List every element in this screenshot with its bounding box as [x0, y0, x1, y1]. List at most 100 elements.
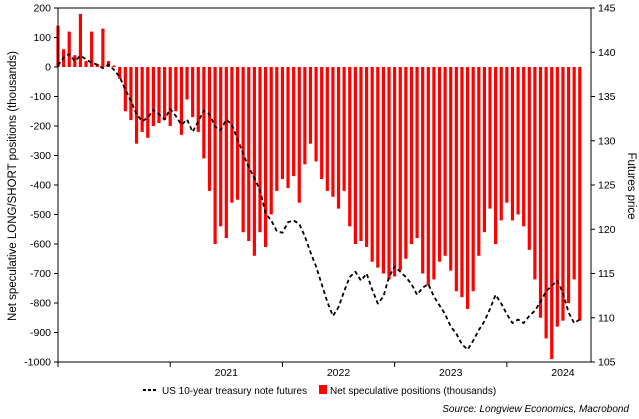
bar — [202, 67, 206, 159]
bar — [449, 67, 453, 271]
bar — [550, 67, 554, 360]
bar — [286, 67, 290, 188]
bar — [454, 67, 458, 292]
bar — [477, 67, 481, 256]
bar — [320, 67, 324, 180]
left-tick-label: -700 — [30, 268, 51, 280]
bar — [432, 67, 436, 280]
bar — [292, 67, 296, 177]
bar — [140, 67, 144, 132]
bar — [78, 13, 83, 67]
bar — [494, 67, 498, 244]
bar — [460, 67, 464, 298]
right-tick-label: 120 — [598, 224, 616, 236]
bar — [471, 67, 475, 292]
bar — [163, 67, 167, 121]
legend-line-label: US 10-year treasury note futures — [162, 386, 307, 397]
bar — [174, 67, 178, 112]
bar — [308, 67, 313, 144]
right-tick-label: 115 — [598, 268, 615, 280]
bar — [196, 67, 200, 132]
bar — [325, 67, 329, 191]
legend-bar-swatch — [319, 385, 327, 394]
bar — [555, 67, 559, 327]
bar — [370, 67, 374, 262]
left-tick-label: -200 — [30, 121, 51, 133]
bar — [230, 67, 234, 203]
legend: US 10-year treasury note futures Net spe… — [143, 385, 496, 397]
bar-series — [56, 13, 582, 360]
bar — [241, 67, 245, 233]
bar — [207, 67, 212, 191]
bar — [538, 67, 543, 318]
bar — [566, 67, 571, 303]
bar — [303, 67, 307, 165]
left-tick-label: -100 — [30, 91, 51, 103]
bar — [437, 67, 442, 262]
bar — [348, 67, 352, 227]
x-axis: 2021 2022 2023 2024 — [57, 362, 575, 379]
bar — [247, 67, 251, 242]
right-tick-label: 130 — [598, 135, 616, 147]
bar — [151, 67, 155, 126]
bar — [359, 67, 363, 242]
bar — [146, 67, 150, 138]
bar — [415, 67, 419, 239]
bar — [376, 67, 380, 268]
bar — [101, 28, 105, 67]
bar — [269, 67, 273, 215]
bar — [499, 67, 503, 221]
left-tick-label: 200 — [33, 3, 51, 15]
bar — [516, 67, 520, 215]
bar — [73, 55, 77, 67]
bar — [90, 31, 94, 68]
bar — [482, 67, 486, 233]
right-tick-label: 125 — [598, 180, 616, 192]
bar — [578, 67, 582, 321]
bar — [219, 67, 223, 227]
bar — [510, 67, 515, 221]
x-tick-label: 2022 — [327, 367, 351, 379]
bar — [398, 67, 402, 271]
bar — [157, 67, 161, 124]
bar — [381, 67, 386, 274]
right-axis-title: Futures price — [625, 152, 637, 219]
bar — [488, 67, 492, 209]
bar — [336, 67, 341, 209]
bar — [275, 67, 279, 191]
bar — [224, 67, 228, 239]
legend-bar-label: Net speculative positions (thousands) — [330, 386, 496, 397]
bar — [123, 67, 127, 112]
bar — [134, 67, 139, 144]
bar — [527, 67, 531, 250]
bar — [191, 67, 195, 118]
bar — [353, 67, 357, 244]
bar — [258, 67, 262, 233]
right-tick-label: 105 — [598, 357, 616, 369]
left-tick-label: -800 — [30, 298, 51, 310]
bar — [404, 67, 408, 259]
bar — [522, 67, 526, 227]
bar — [168, 67, 172, 126]
left-axis: 200 100 0 -100 -200 -300 -400 -500 -600 -700 -800 -… — [24, 3, 58, 369]
bar — [409, 67, 414, 244]
bar — [314, 67, 318, 162]
left-tick-label: -1000 — [24, 357, 51, 369]
x-tick-label: 2024 — [551, 367, 575, 379]
bar — [533, 67, 537, 280]
bar — [213, 67, 217, 244]
bar — [129, 67, 133, 121]
bar — [465, 67, 470, 309]
bar — [185, 67, 189, 100]
bar — [364, 67, 369, 247]
bar — [84, 61, 88, 67]
right-axis: 145 140 135 130 125 120 115 110 105 — [591, 3, 616, 369]
left-tick-label: 100 — [33, 32, 51, 44]
right-tick-label: 145 — [598, 3, 616, 15]
left-tick-label: -400 — [30, 180, 51, 192]
right-tick-label: 110 — [598, 312, 615, 324]
bar — [280, 67, 285, 180]
bar — [393, 67, 397, 277]
bar — [179, 67, 184, 135]
